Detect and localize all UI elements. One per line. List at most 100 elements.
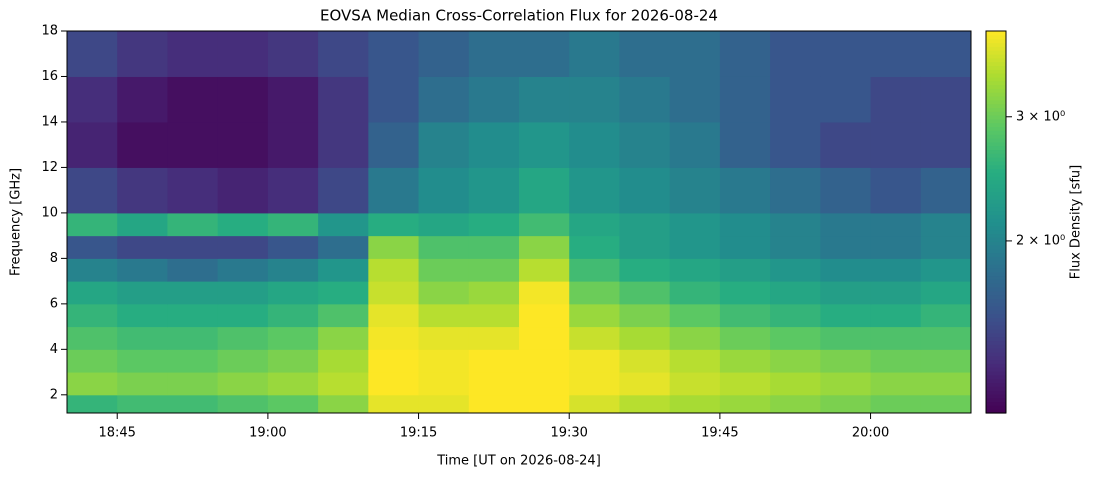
heatmap-cell — [820, 167, 872, 214]
colorbar-segment — [986, 95, 1006, 101]
heatmap-cell — [418, 281, 470, 305]
heatmap-cell — [669, 167, 721, 214]
colorbar-segment — [986, 241, 1006, 246]
heatmap-cell — [920, 121, 972, 168]
heatmap-cell — [619, 31, 671, 77]
heatmap-cell — [770, 372, 821, 396]
heatmap-cell — [217, 212, 269, 237]
heatmap-cell — [117, 212, 168, 237]
heatmap-cell — [519, 326, 570, 350]
heatmap-cell — [117, 76, 168, 123]
heatmap-cell — [519, 349, 570, 373]
colorbar-segment — [986, 306, 1006, 311]
heatmap-cell — [820, 303, 872, 328]
colorbar-segment — [986, 290, 1006, 296]
heatmap-cell — [920, 31, 972, 77]
heatmap-cell — [920, 372, 972, 396]
heatmap-cell — [669, 258, 721, 282]
colorbar-segment — [986, 317, 1006, 322]
colorbar-segment — [986, 160, 1006, 166]
heatmap-cell — [820, 258, 872, 282]
heatmap-cell — [820, 349, 872, 373]
heatmap-cell — [418, 394, 470, 414]
heatmap-cell — [368, 121, 420, 168]
colorbar-segment — [986, 69, 1006, 74]
colorbar-segment — [986, 134, 1006, 139]
heatmap-cell — [569, 235, 620, 259]
heatmap-cell — [820, 212, 872, 237]
heatmap-cell — [67, 326, 118, 350]
colorbar-segment — [986, 103, 1006, 108]
heatmap-cell — [318, 31, 369, 77]
colorbar-segment — [986, 206, 1006, 212]
colorbar-segment — [986, 42, 1006, 47]
colorbar-segment — [986, 302, 1006, 307]
colorbar-segment — [986, 88, 1006, 93]
colorbar-segment — [986, 401, 1006, 406]
colorbar-segment — [986, 34, 1006, 40]
colorbar-segment — [986, 252, 1006, 257]
heatmap-cell — [669, 326, 721, 350]
heatmap-cell — [519, 372, 570, 396]
colorbar-segment — [986, 222, 1006, 227]
heatmap-cell — [167, 167, 219, 214]
heatmap-cell — [418, 258, 470, 282]
heatmap-cell — [770, 258, 821, 282]
y-tick-label: 18 — [41, 24, 58, 39]
heatmap-cell — [217, 372, 269, 396]
colorbar-segment — [986, 187, 1006, 193]
colorbar-segment — [986, 46, 1006, 51]
heatmap-cell — [67, 235, 118, 259]
heatmap-cell — [519, 394, 570, 414]
heatmap-cell — [870, 167, 922, 214]
colorbar-segment — [986, 149, 1006, 154]
heatmap-cell — [267, 76, 319, 123]
heatmap-cell — [870, 372, 922, 396]
heatmap-cell — [719, 212, 771, 237]
heatmap-cell — [519, 235, 570, 259]
colorbar-segment — [986, 168, 1006, 173]
heatmap-cell — [870, 326, 922, 350]
heatmap-cell — [418, 349, 470, 373]
heatmap-cell — [619, 212, 671, 237]
heatmap-cell — [468, 76, 520, 123]
heatmap-cell — [418, 372, 470, 396]
heatmap-cell — [117, 326, 168, 350]
heatmap-cell — [719, 303, 771, 328]
colorbar-segment — [986, 355, 1006, 361]
colorbar-segment — [986, 50, 1006, 55]
colorbar-label: Flux Density [sfu] — [1069, 165, 1084, 279]
heatmap-cell — [468, 167, 520, 214]
heatmap-cell — [870, 258, 922, 282]
heatmap-cell — [67, 349, 118, 373]
heatmap-cell — [870, 76, 922, 123]
heatmap-cell — [770, 212, 821, 237]
heatmap-cell — [267, 167, 319, 214]
heatmap-cell — [167, 258, 219, 282]
heatmap-cell — [770, 121, 821, 168]
heatmap-cell — [217, 394, 269, 414]
colorbar-segment — [986, 344, 1006, 349]
colorbar-segment — [986, 118, 1006, 124]
heatmap-cell — [870, 235, 922, 259]
colorbar-segment — [986, 137, 1006, 143]
colorbar-segment — [986, 80, 1006, 86]
heatmap-cell — [368, 303, 420, 328]
heatmap-cell — [569, 349, 620, 373]
colorbar-segment — [986, 111, 1006, 116]
colorbar-segment — [986, 183, 1006, 189]
heatmap-cell — [619, 167, 671, 214]
heatmap-cell — [870, 31, 922, 77]
heatmap-cell — [920, 394, 972, 414]
heatmap-cell — [368, 76, 420, 123]
heatmap-cell — [368, 258, 420, 282]
colorbar-segment — [986, 348, 1006, 353]
heatmap-cell — [67, 167, 118, 214]
heatmap-cell — [117, 394, 168, 414]
colorbar-segment — [986, 332, 1006, 338]
heatmap-cell — [217, 258, 269, 282]
heatmap-cell — [167, 212, 219, 237]
heatmap-cell — [770, 303, 821, 328]
colorbar-segment — [986, 264, 1006, 269]
heatmap-cell — [468, 31, 520, 77]
